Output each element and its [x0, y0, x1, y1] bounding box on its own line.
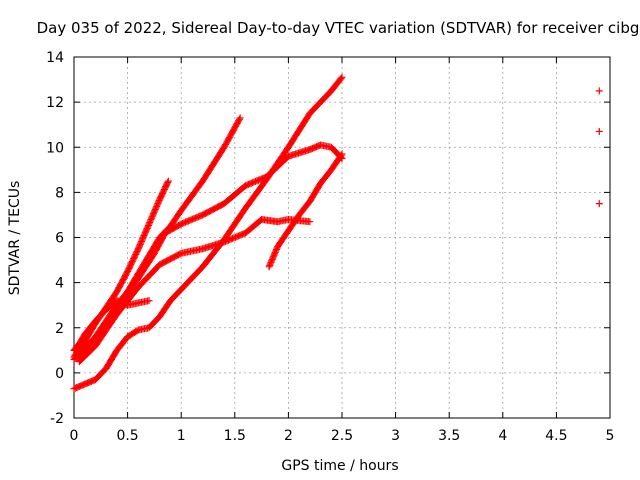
series-trace-f — [70, 73, 346, 393]
data-marks — [70, 73, 603, 393]
y-tick-label: 2 — [55, 321, 64, 337]
data-point — [595, 127, 603, 135]
x-tick-label: 2 — [284, 428, 293, 444]
y-tick-label: 4 — [55, 276, 64, 292]
x-tick-label: 0.5 — [116, 428, 138, 444]
x-tick-label: 4.5 — [545, 428, 567, 444]
x-tick-label: 0 — [70, 428, 79, 444]
x-tick-label: 1 — [177, 428, 186, 444]
series-trace-g — [265, 150, 346, 271]
y-axis-label: SDTVAR / TECUs — [7, 181, 23, 296]
y-tick-label: 10 — [46, 140, 64, 156]
chart-title: Day 035 of 2022, Sidereal Day-to-day VTE… — [37, 19, 640, 37]
data-point — [164, 177, 172, 185]
grid-lines — [74, 57, 610, 418]
x-tick-label: 5 — [606, 428, 615, 444]
data-point — [595, 87, 603, 95]
x-tick-label: 3.5 — [438, 428, 460, 444]
y-tick-label: 14 — [46, 50, 64, 66]
axis-ticks: 0 0.5 1 1.5 2 2.5 3 3.5 4 4.5 5 -2 0 2 4 6 8 10 12 14 — [46, 50, 614, 444]
x-tick-label: 4 — [498, 428, 507, 444]
data-point — [145, 297, 153, 305]
x-axis-label: GPS time / hours — [281, 458, 398, 474]
data-point — [337, 75, 345, 83]
series-isolated-points — [595, 87, 603, 208]
y-tick-label: 12 — [46, 95, 64, 111]
y-tick-label: 8 — [55, 185, 64, 201]
series-trace-e — [75, 215, 314, 366]
y-tick-label: 0 — [55, 366, 64, 382]
data-point — [164, 178, 172, 186]
data-point — [236, 114, 244, 122]
data-point — [337, 151, 345, 159]
data-point — [338, 73, 346, 81]
x-tick-label: 1.5 — [224, 428, 246, 444]
y-tick-label: -2 — [50, 411, 64, 427]
data-point — [306, 218, 314, 226]
data-point — [338, 150, 346, 158]
data-point — [235, 115, 243, 123]
y-tick-label: 6 — [55, 231, 64, 247]
x-tick-label: 3 — [391, 428, 400, 444]
x-tick-label: 2.5 — [331, 428, 353, 444]
data-point — [595, 200, 603, 208]
